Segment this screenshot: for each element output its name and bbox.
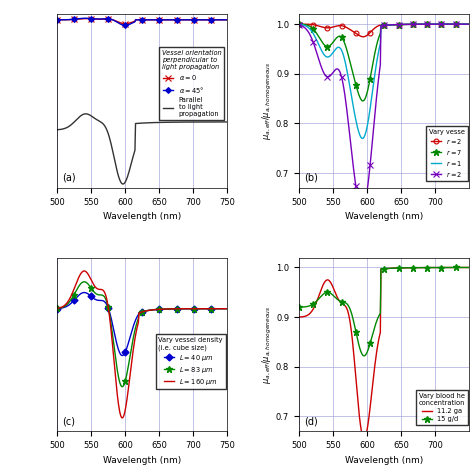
- Text: (a): (a): [62, 173, 76, 183]
- Legend: 11.2 ga, 15 g/d: 11.2 ga, 15 g/d: [416, 390, 468, 425]
- Text: (c): (c): [62, 416, 75, 426]
- X-axis label: Wavelength (nm): Wavelength (nm): [103, 456, 181, 465]
- Legend: $L = 40\ \mu m$, $L = 83\ \mu m$, $L = 160\ \mu m$: $L = 40\ \mu m$, $L = 83\ \mu m$, $L = 1…: [156, 334, 226, 389]
- X-axis label: Wavelength (nm): Wavelength (nm): [345, 456, 423, 465]
- Text: (d): (d): [304, 416, 318, 426]
- Legend: $\alpha = 0$, $\alpha = 45°$, Parallel
to light
propagation: $\alpha = 0$, $\alpha = 45°$, Parallel t…: [159, 47, 224, 120]
- Text: (b): (b): [304, 173, 318, 183]
- X-axis label: Wavelength (nm): Wavelength (nm): [103, 212, 181, 221]
- Y-axis label: $\mu_{a,eff}/\mu_{a,homogeneous}$: $\mu_{a,eff}/\mu_{a,homogeneous}$: [261, 305, 274, 383]
- Y-axis label: $\mu_{a,eff}/\mu_{a,homogeneous}$: $\mu_{a,eff}/\mu_{a,homogeneous}$: [261, 62, 274, 140]
- X-axis label: Wavelength (nm): Wavelength (nm): [345, 212, 423, 221]
- Legend: $r = 2$, $r = 7$, $r = 1$, $r = 2$: $r = 2$, $r = 7$, $r = 1$, $r = 2$: [426, 126, 468, 181]
